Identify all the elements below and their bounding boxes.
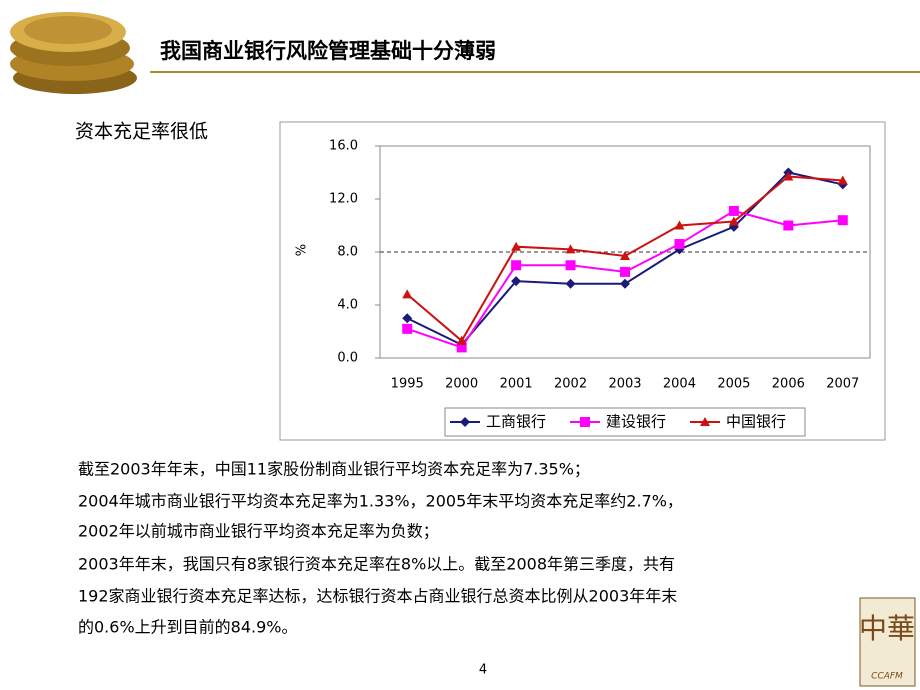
- marker: [674, 239, 685, 250]
- y-tick-label: 12.0: [329, 192, 358, 207]
- x-tick-label: 2006: [772, 377, 805, 392]
- note-line: 2002年以前城市商业银行平均资本充足率为负数；: [78, 522, 439, 541]
- x-tick-label: 2001: [500, 377, 533, 392]
- marker: [565, 278, 576, 289]
- note-line: 的0.6%上升到目前的84.9%。: [78, 618, 297, 637]
- series: [402, 171, 848, 345]
- legend-label: 中国银行: [726, 413, 786, 431]
- x-tick-label: 2007: [826, 377, 859, 392]
- marker: [565, 260, 576, 271]
- logo-mark: 中華: [859, 612, 915, 645]
- x-tick-label: 2002: [554, 377, 587, 392]
- y-tick-label: 0.0: [337, 351, 358, 366]
- marker: [460, 417, 470, 427]
- marker: [837, 175, 848, 185]
- marker: [728, 205, 739, 216]
- marker: [511, 260, 522, 271]
- y-tick-label: 8.0: [337, 245, 358, 260]
- marker: [580, 417, 590, 427]
- y-axis-label: %: [295, 244, 310, 256]
- series: [402, 205, 848, 353]
- y-tick-label: 4.0: [337, 298, 358, 313]
- note-line: 2004年城市商业银行平均资本充足率为1.33%，2005年末平均资本充足率约2…: [78, 492, 683, 511]
- x-tick-label: 2005: [717, 377, 750, 392]
- marker: [674, 220, 685, 230]
- page-number: 4: [479, 663, 487, 678]
- marker: [511, 276, 522, 287]
- slide-title: 我国商业银行风险管理基础十分薄弱: [160, 39, 496, 63]
- legend-label: 建设银行: [606, 413, 666, 431]
- marker: [456, 342, 467, 353]
- marker: [783, 220, 794, 231]
- marker: [620, 250, 630, 260]
- marker: [402, 289, 413, 299]
- note-line: 2003年年末，我国只有8家银行资本充足率在8%以上。截至2008年第三季度，共…: [78, 555, 675, 574]
- logo-text: CCAFM: [871, 672, 903, 682]
- marker: [511, 241, 522, 251]
- marker: [402, 313, 413, 324]
- notes: 截至2003年年末，中国11家股份制商业银行平均资本充足率为7.35%； 2004…: [78, 460, 683, 637]
- marker: [565, 244, 576, 254]
- chart-frame: [279, 121, 886, 441]
- logo: 中華 CCAFM: [859, 597, 916, 687]
- marker: [620, 266, 630, 277]
- subtitle: 资本充足率很低: [75, 121, 208, 143]
- note-line: 截至2003年年末，中国11家股份制商业银行平均资本充足率为7.35%；: [78, 460, 590, 479]
- x-tick-label: 2004: [663, 377, 696, 392]
- marker: [402, 323, 413, 334]
- x-tick-label: 2000: [445, 377, 478, 392]
- x-tick-label: 2003: [608, 377, 641, 392]
- marker: [620, 278, 630, 289]
- coins-icon: [10, 12, 137, 94]
- marker: [700, 417, 710, 426]
- note-line: 192家商业银行资本充足率达标，达标银行资本占商业银行总资本比例从2003年年末: [78, 587, 677, 606]
- legend-label: 工商银行: [486, 413, 546, 431]
- marker: [837, 215, 848, 226]
- y-tick-label: 16.0: [329, 139, 358, 154]
- legend: 工商银行 建设银行 中国银行: [444, 407, 806, 437]
- marker: [456, 335, 467, 345]
- x-tick-label: 1995: [391, 377, 424, 392]
- marker: [783, 171, 794, 181]
- marker: [728, 216, 739, 226]
- legend-box: [444, 407, 806, 437]
